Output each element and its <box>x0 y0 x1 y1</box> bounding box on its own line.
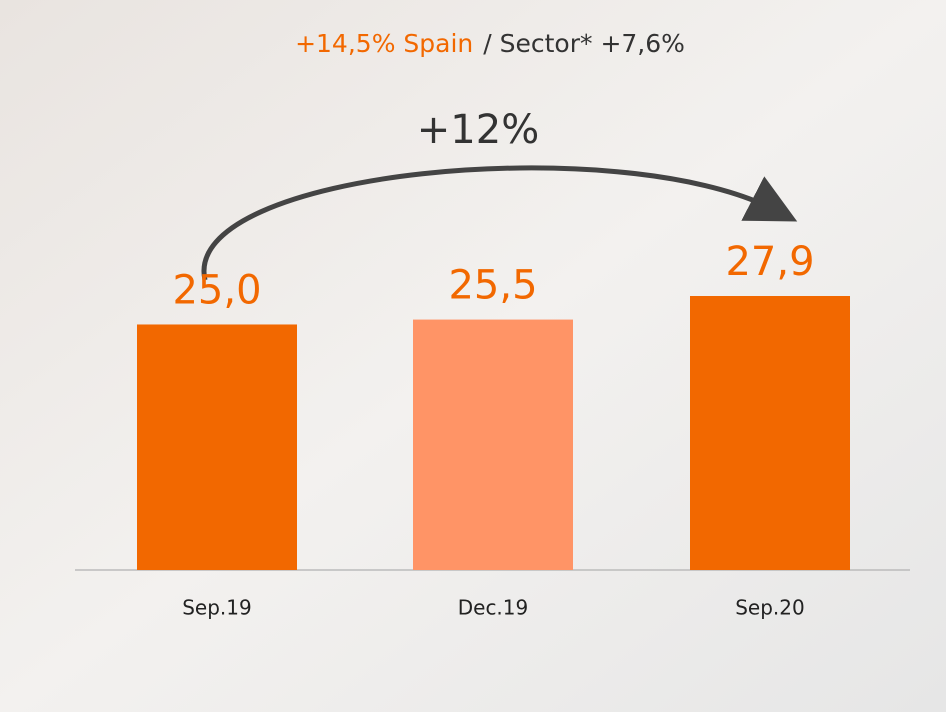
chart-subtitle: / Sector* +7,6% <box>483 29 685 58</box>
value-label: 27,9 <box>725 239 814 285</box>
x-tick-label: Dec.19 <box>458 596 529 620</box>
x-tick-label: Sep.19 <box>182 596 252 620</box>
bar <box>413 320 573 570</box>
chart: +14,5% Spain / Sector* +7,6% +12% 25,0 Sep… <box>0 0 946 712</box>
value-label: 25,5 <box>448 263 537 309</box>
bar <box>690 296 850 570</box>
chart-title: +14,5% Spain <box>295 29 473 58</box>
value-label: 25,0 <box>172 267 261 313</box>
x-tick-label: Sep.20 <box>735 596 805 620</box>
annotation: +12% <box>417 107 539 153</box>
header: +14,5% Spain / Sector* +7,6% <box>295 29 685 58</box>
bar <box>137 324 297 570</box>
